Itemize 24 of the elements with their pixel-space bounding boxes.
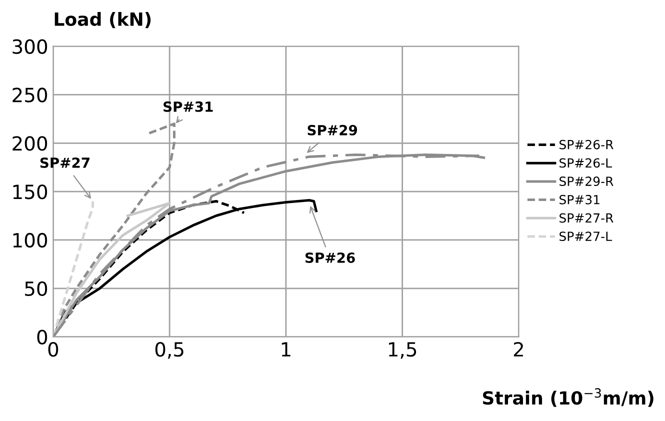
- annotation: SP#27: [40, 157, 90, 168]
- x-tick-label: 1,5: [389, 342, 416, 359]
- legend-label: SP#29-R: [560, 176, 614, 186]
- legend-label: SP#26-R: [560, 140, 614, 150]
- y-tick-label: 200: [12, 136, 48, 151]
- y-tick-label: 150: [13, 184, 48, 200]
- y-tick-label: 250: [12, 88, 48, 102]
- annotation: SP#29: [308, 124, 358, 136]
- x-tick-label: 2: [514, 342, 523, 356]
- y-tick-label: 100: [13, 232, 48, 248]
- legend-label: SP#26-L: [560, 158, 612, 168]
- y-tick-label: 50: [25, 281, 48, 296]
- x-tick-label: 0,5: [155, 342, 184, 359]
- legend-label: SP#27-R: [560, 213, 614, 223]
- x-tick-label: 0: [48, 342, 58, 357]
- y-tick-label: 300: [12, 39, 48, 54]
- x-axis-title: Strain (10$^{−3}$m/m): [482, 388, 654, 407]
- y-tick-label: 0: [37, 330, 48, 344]
- legend-label: SP#31: [560, 194, 600, 204]
- x-tick-label: 1: [282, 342, 290, 356]
- annotation: SP#26: [305, 252, 355, 263]
- annotation: SP#31: [164, 101, 213, 112]
- y-axis-title: Load (kN): [54, 12, 151, 28]
- legend-label: SP#27-L: [560, 232, 612, 242]
